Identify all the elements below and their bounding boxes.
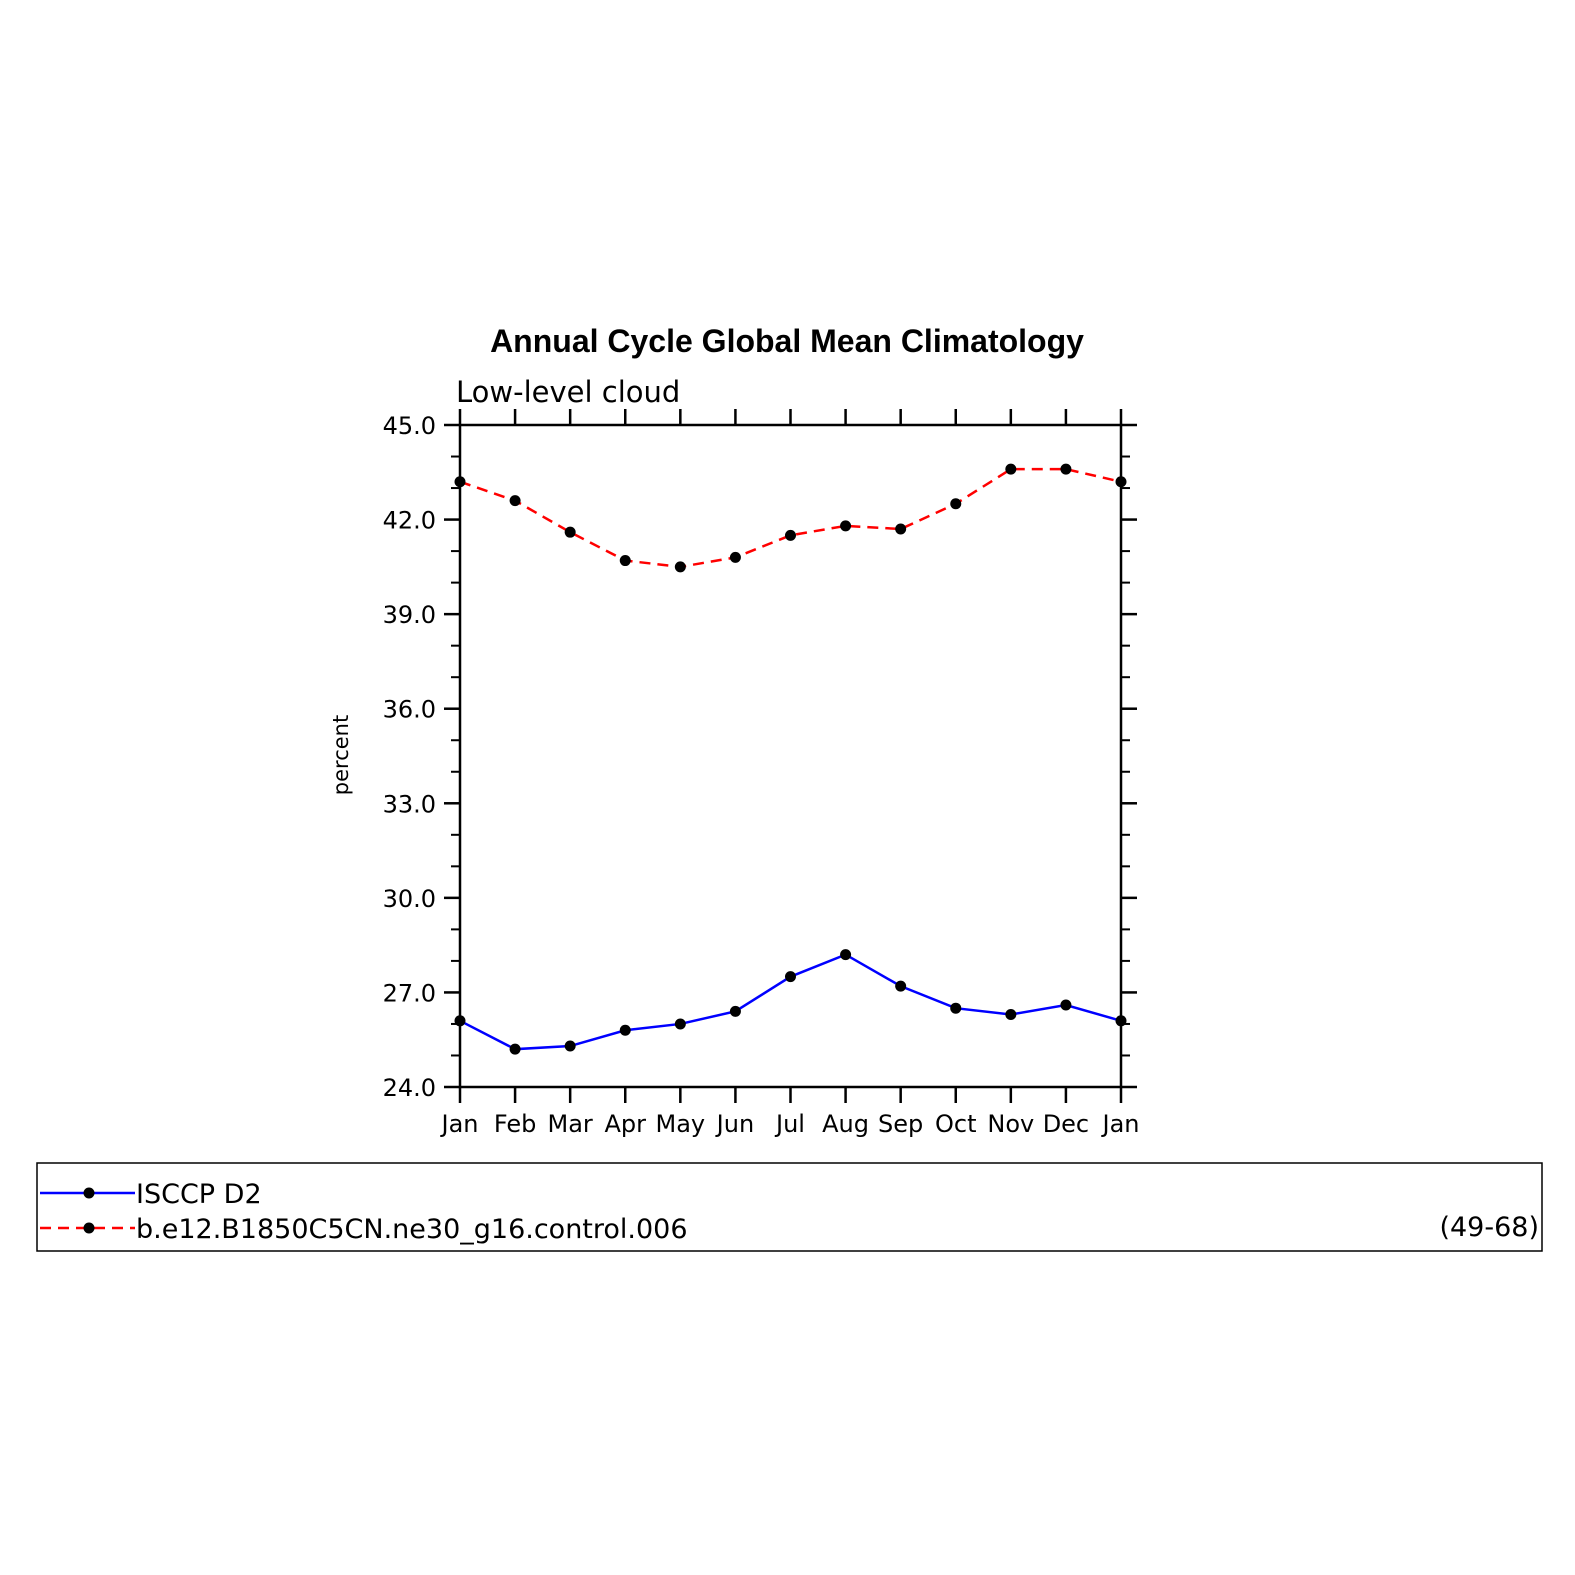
series-1-point xyxy=(674,1018,686,1030)
x-tick-label: Sep xyxy=(878,1110,923,1138)
legend-box xyxy=(36,1162,1543,1252)
legend-label-1: ISCCP D2 xyxy=(136,1179,262,1210)
x-tick-label: Dec xyxy=(1043,1110,1089,1138)
x-tick-label: Apr xyxy=(604,1110,646,1138)
series-1-point xyxy=(840,949,852,961)
series-2-point xyxy=(674,561,686,573)
series-1-point xyxy=(564,1040,576,1052)
series-layer xyxy=(454,463,1127,1055)
series-2-point xyxy=(785,529,796,541)
series-1-point xyxy=(1115,1015,1127,1027)
y-tick-label: 27.0 xyxy=(383,979,436,1007)
series-line-2 xyxy=(459,467,1122,569)
x-tick-label: Nov xyxy=(987,1110,1034,1138)
x-tick-label: Jan xyxy=(440,1110,479,1138)
y-tick-label: 33.0 xyxy=(383,790,436,818)
x-tick-label: Mar xyxy=(548,1110,593,1138)
y-tick-label: 42.0 xyxy=(383,507,436,535)
series-2-point xyxy=(1005,463,1017,475)
series-2-point xyxy=(895,523,907,535)
series-2-point xyxy=(619,555,631,567)
x-tick-label: Jun xyxy=(715,1110,755,1138)
series-2-point xyxy=(840,520,852,532)
y-tick-label: 36.0 xyxy=(383,696,436,724)
x-tick-label: Aug xyxy=(822,1110,869,1138)
series-line-1 xyxy=(459,953,1122,1051)
chart-title: Annual Cycle Global Mean Climatology xyxy=(490,323,1084,359)
series-2-point xyxy=(454,476,466,488)
series-2-point xyxy=(729,551,741,563)
legend-note: (49-68) xyxy=(1439,1212,1539,1243)
series-1-point xyxy=(509,1043,521,1055)
series-2-point xyxy=(1060,463,1072,475)
series-1-point xyxy=(454,1015,466,1027)
series-1-point xyxy=(1060,999,1072,1011)
x-tick-label: May xyxy=(656,1110,706,1138)
y-tick-label: 45.0 xyxy=(383,412,436,440)
legend-entries: ISCCP D2 b.e12.B1850C5CN.ne30_g16.control… xyxy=(40,1179,688,1245)
series-2-point xyxy=(564,526,576,538)
series-1-point xyxy=(619,1024,631,1036)
axes: 24.0 27.0 30.0 33.0 36.0 39.0 42.0 45.0 Jan Feb Ma… xyxy=(383,409,1140,1138)
x-tick-label: Jul xyxy=(774,1110,805,1138)
legend-label-2: b.e12.B1850C5CN.ne30_g16.control.006 xyxy=(136,1214,688,1245)
series-2-point xyxy=(509,495,521,507)
series-1-point xyxy=(895,980,907,992)
chart-subtitle: Low-level cloud xyxy=(456,375,680,409)
x-tick-label: Feb xyxy=(494,1110,537,1138)
x-tick-label: Jan xyxy=(1101,1110,1140,1138)
y-tick-label: 39.0 xyxy=(383,601,436,629)
y-tick-label: 24.0 xyxy=(383,1074,436,1102)
plot-frame xyxy=(458,423,1123,1089)
y-tick-label: 30.0 xyxy=(383,885,436,913)
series-1-point xyxy=(950,1002,962,1014)
y-axis-label: percent xyxy=(329,715,353,795)
legend: ISCCP D2 b.e12.B1850C5CN.ne30_g16.control… xyxy=(36,1162,1543,1252)
series-1-point xyxy=(729,1005,741,1017)
x-tick-label: Oct xyxy=(935,1110,977,1138)
legend-marker-2 xyxy=(83,1222,95,1234)
series-2-point xyxy=(950,498,962,510)
series-1-point xyxy=(785,971,796,983)
series-1-point xyxy=(1005,1008,1017,1020)
series-2-point xyxy=(1115,476,1127,488)
legend-marker-1 xyxy=(83,1187,95,1199)
